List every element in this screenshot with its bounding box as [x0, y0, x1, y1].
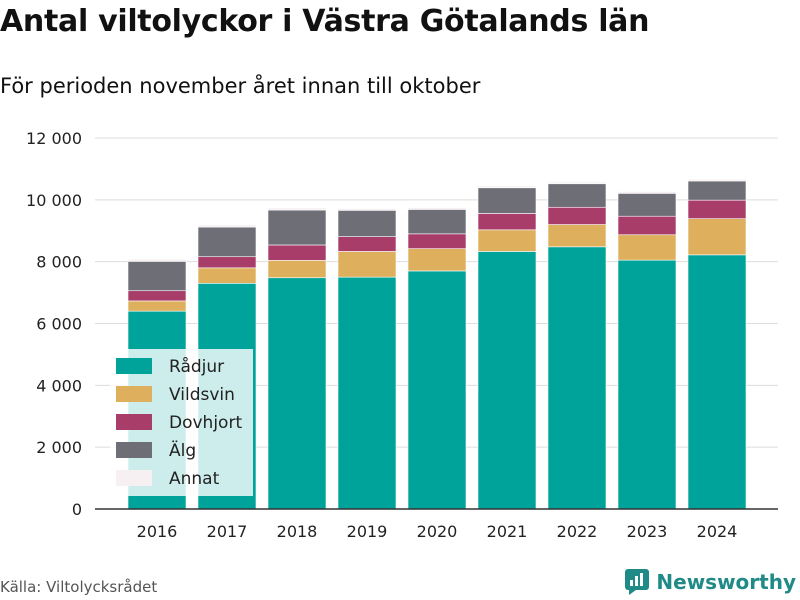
bar-segment — [617, 234, 677, 261]
bar-segment — [197, 256, 257, 269]
x-tick-label: 2016 — [137, 522, 178, 541]
legend-label: Vildsvin — [169, 385, 235, 405]
bar-segment — [617, 259, 677, 510]
bar-segment — [687, 218, 747, 256]
bar-segment — [407, 248, 467, 272]
bar-segment — [477, 251, 537, 510]
bar-segment — [477, 187, 537, 214]
bar-segment — [617, 191, 677, 194]
bar-segment — [407, 209, 467, 235]
legend-label: Annat — [169, 469, 220, 489]
bar-segment — [547, 183, 607, 208]
bar-segment — [547, 246, 607, 510]
legend-swatch — [116, 414, 152, 430]
bar-segment — [127, 300, 187, 312]
legend-label: Dovhjort — [169, 413, 242, 433]
legend-swatch — [116, 386, 152, 402]
y-tick-label: 6 000 — [36, 315, 82, 334]
x-tick-label: 2023 — [627, 522, 668, 541]
chart-title: Antal viltolyckor i Västra Götalands län — [0, 4, 650, 39]
y-tick-label: 8 000 — [36, 253, 82, 272]
bar-segment — [337, 236, 397, 252]
bar-segment — [547, 224, 607, 248]
x-tick-label: 2019 — [347, 522, 388, 541]
bar-segment — [547, 206, 607, 225]
bar-segment — [127, 290, 187, 302]
y-tick-label: 12 000 — [26, 129, 82, 148]
y-tick-label: 10 000 — [26, 191, 82, 210]
bar-segment — [337, 276, 397, 510]
chart-subtitle: För perioden november året innan till ok… — [0, 74, 481, 98]
source-note: Källa: Viltolycksrådet — [0, 578, 158, 596]
bar-segment — [337, 210, 397, 237]
bar-segment — [407, 270, 467, 510]
bar-segment — [547, 181, 607, 185]
legend-swatch — [116, 470, 152, 486]
x-tick-label: 2017 — [207, 522, 248, 541]
brand-name: Newsworthy — [656, 570, 796, 594]
bar-segment — [197, 224, 257, 228]
bar-segment — [267, 260, 327, 279]
brand-logo: Newsworthy — [624, 568, 796, 596]
x-tick-label: 2022 — [557, 522, 598, 541]
legend-label: Älg — [169, 440, 196, 461]
bar-segment — [197, 226, 257, 258]
axes: 0 2 000 4 000 6 000 8 000 10 000 12 000 2016 201… — [26, 129, 778, 541]
legend-swatch — [116, 442, 152, 458]
bar-segment — [337, 208, 397, 211]
bar-segment — [477, 229, 537, 252]
bar-segment — [407, 233, 467, 249]
y-tick-label: 4 000 — [36, 376, 82, 395]
x-tick-label: 2020 — [417, 522, 458, 541]
legend: Rådjur Vildsvin Dovhjort Älg Annat — [110, 349, 253, 496]
bar-segment — [477, 213, 537, 231]
bar-segment — [127, 261, 187, 292]
x-tick-label: 2021 — [487, 522, 528, 541]
bar-segment — [477, 185, 537, 189]
bar-segment — [267, 209, 327, 246]
bar-segment — [407, 207, 467, 210]
y-tick-label: 0 — [72, 500, 82, 519]
bar-segment — [267, 244, 327, 261]
bar-segment — [687, 178, 747, 182]
bar-segment — [267, 207, 327, 211]
bar-segment — [127, 258, 187, 262]
bar-segment — [617, 215, 677, 236]
bar-segment — [267, 277, 327, 510]
bar-segment — [687, 180, 747, 201]
x-tick-label: 2018 — [277, 522, 318, 541]
newsworthy-logo-icon — [625, 569, 650, 595]
x-tick-label: 2024 — [697, 522, 738, 541]
y-tick-label: 2 000 — [36, 438, 82, 457]
bar-segment — [617, 193, 677, 217]
bar-segment — [687, 254, 747, 510]
legend-label: Rådjur — [169, 356, 224, 377]
bar-segment — [197, 267, 257, 284]
legend-swatch — [116, 358, 152, 374]
bar-segment — [687, 199, 747, 219]
bar-segment — [337, 251, 397, 278]
